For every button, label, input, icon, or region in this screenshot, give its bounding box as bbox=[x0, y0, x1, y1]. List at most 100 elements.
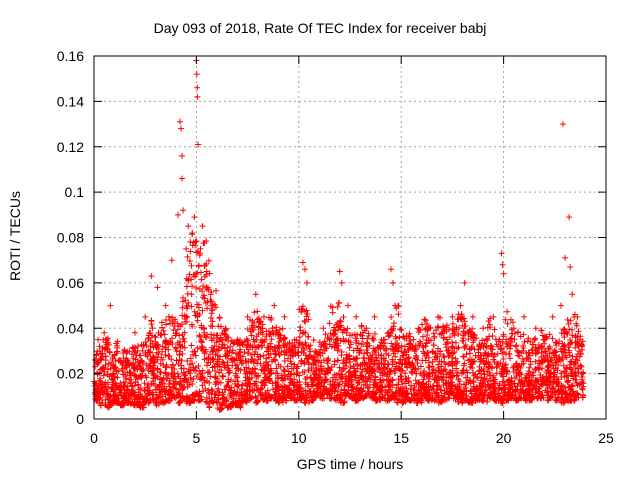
data-point bbox=[158, 331, 165, 338]
data-point bbox=[104, 339, 111, 346]
data-point bbox=[127, 399, 134, 406]
data-point bbox=[471, 358, 478, 365]
data-point bbox=[521, 338, 528, 345]
data-point bbox=[183, 283, 190, 290]
data-point bbox=[463, 351, 470, 358]
data-point bbox=[398, 326, 405, 333]
data-point bbox=[483, 335, 490, 342]
data-point bbox=[205, 387, 212, 394]
data-point bbox=[578, 341, 585, 348]
data-point bbox=[132, 365, 139, 372]
data-point bbox=[573, 322, 580, 329]
data-point bbox=[311, 354, 318, 361]
data-point bbox=[316, 367, 323, 374]
data-point bbox=[174, 391, 181, 398]
data-point bbox=[567, 317, 574, 324]
data-point bbox=[461, 360, 468, 367]
data-point bbox=[260, 352, 267, 359]
data-point bbox=[111, 352, 118, 359]
data-point bbox=[513, 396, 520, 403]
data-point bbox=[405, 378, 412, 385]
data-point bbox=[169, 314, 176, 321]
data-point bbox=[378, 379, 385, 386]
data-point bbox=[187, 355, 194, 362]
data-point bbox=[502, 316, 509, 323]
data-point bbox=[336, 381, 343, 388]
data-point bbox=[287, 345, 294, 352]
data-point bbox=[102, 344, 109, 351]
data-point bbox=[542, 348, 549, 355]
data-point bbox=[106, 399, 113, 406]
data-point bbox=[448, 382, 455, 389]
data-point bbox=[217, 334, 224, 341]
data-point bbox=[557, 302, 564, 309]
data-point bbox=[224, 347, 231, 354]
data-point bbox=[539, 391, 546, 398]
data-point bbox=[438, 387, 445, 394]
data-point bbox=[413, 354, 420, 361]
data-point bbox=[179, 152, 186, 159]
data-point bbox=[146, 387, 153, 394]
data-point bbox=[291, 382, 298, 389]
data-point bbox=[335, 342, 342, 349]
data-point bbox=[154, 366, 161, 373]
y-tick-label: 0 bbox=[76, 411, 84, 427]
data-point bbox=[206, 404, 213, 411]
data-point bbox=[498, 250, 505, 257]
data-point bbox=[162, 337, 169, 344]
data-point bbox=[398, 373, 405, 380]
data-point bbox=[541, 336, 548, 343]
data-point bbox=[329, 304, 336, 311]
data-point bbox=[341, 326, 348, 333]
data-point bbox=[364, 349, 371, 356]
data-point bbox=[403, 351, 410, 358]
data-point bbox=[406, 340, 413, 347]
data-point bbox=[160, 327, 167, 334]
data-point bbox=[364, 335, 371, 342]
data-point bbox=[513, 342, 520, 349]
data-point bbox=[216, 406, 223, 413]
data-point bbox=[455, 324, 462, 331]
data-point bbox=[284, 363, 291, 370]
data-point bbox=[359, 376, 366, 383]
data-point bbox=[274, 379, 280, 386]
data-point bbox=[129, 344, 136, 351]
data-point bbox=[291, 397, 298, 404]
data-point bbox=[257, 327, 264, 334]
data-point bbox=[384, 360, 391, 367]
data-point bbox=[216, 314, 223, 321]
data-point bbox=[123, 398, 130, 405]
data-point bbox=[199, 307, 206, 314]
data-point bbox=[440, 335, 447, 342]
data-point bbox=[299, 330, 306, 337]
data-point bbox=[365, 375, 372, 382]
data-point bbox=[378, 352, 385, 359]
data-point bbox=[188, 262, 195, 269]
data-point bbox=[337, 317, 344, 324]
data-point bbox=[344, 325, 351, 332]
data-point bbox=[569, 326, 576, 333]
data-point bbox=[570, 388, 577, 395]
data-point bbox=[536, 383, 543, 390]
data-point bbox=[248, 351, 255, 358]
data-point bbox=[174, 326, 181, 333]
data-point bbox=[439, 323, 446, 330]
data-point bbox=[334, 303, 341, 310]
data-point bbox=[272, 357, 279, 364]
data-point bbox=[295, 349, 302, 356]
data-point bbox=[197, 269, 204, 276]
data-point bbox=[426, 375, 433, 382]
data-point bbox=[246, 375, 253, 382]
data-point bbox=[461, 279, 468, 286]
data-point bbox=[452, 355, 459, 362]
data-point bbox=[286, 375, 293, 382]
data-point bbox=[158, 379, 165, 386]
data-point bbox=[529, 341, 536, 348]
data-point bbox=[501, 393, 508, 400]
data-point bbox=[172, 344, 179, 351]
data-point bbox=[472, 397, 479, 404]
data-point bbox=[447, 378, 454, 385]
data-point bbox=[450, 350, 457, 357]
data-point bbox=[234, 361, 241, 368]
data-point bbox=[511, 380, 518, 387]
